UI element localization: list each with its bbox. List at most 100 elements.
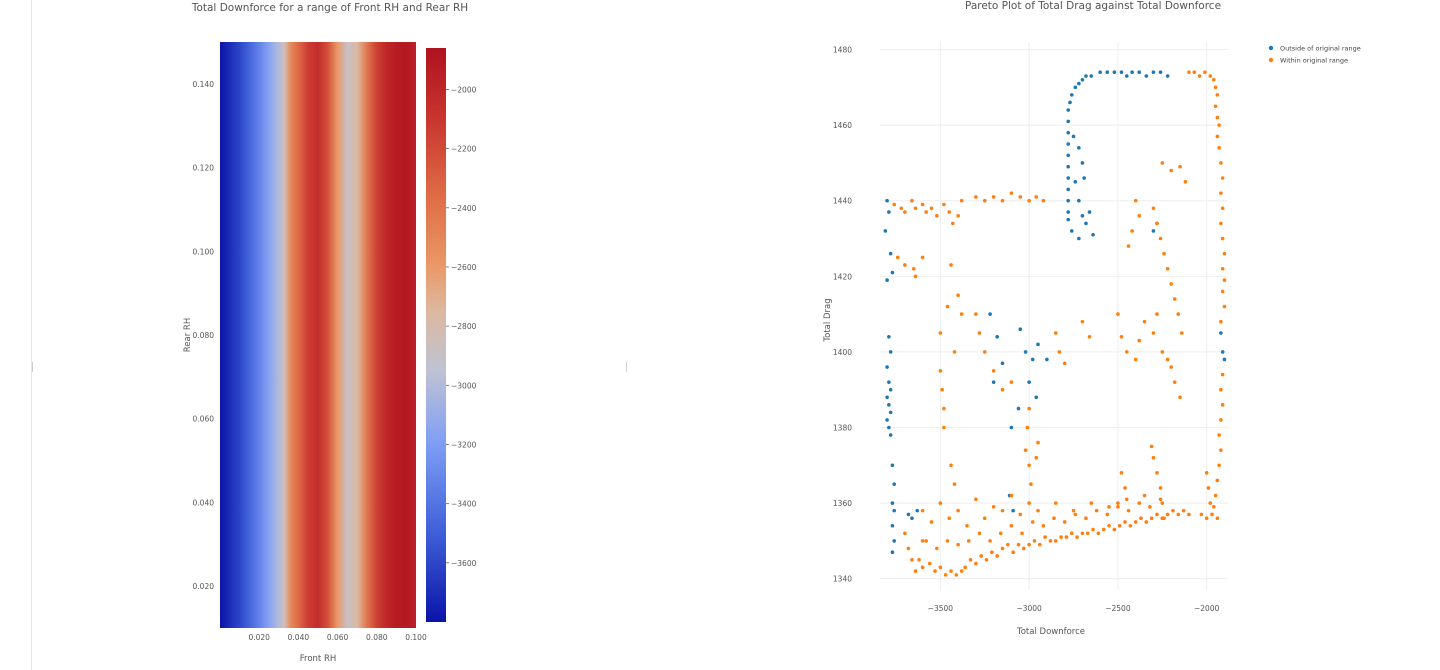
scatter-point: [1217, 146, 1221, 150]
scatter-point: [1027, 198, 1031, 203]
scatter-y-axis-label: Total Drag: [823, 298, 833, 342]
scatter-point: [974, 497, 978, 502]
scatter-point: [1041, 198, 1046, 203]
scatter-point: [991, 505, 996, 509]
scatter-point: [1126, 244, 1131, 248]
colorbar-tick-label: −2600: [451, 263, 477, 272]
scatter-point: [920, 255, 925, 260]
scatter-point: [1080, 161, 1085, 165]
scatter-point: [1064, 535, 1069, 539]
heatmap-y-tick-label: 0.120: [193, 164, 215, 173]
scatter-point: [903, 263, 907, 267]
scatter-point: [1043, 535, 1047, 539]
scatter-point: [938, 501, 943, 505]
scatter-point: [1165, 266, 1170, 271]
scatter-point: [1217, 463, 1221, 468]
scatter-point: [1219, 191, 1223, 195]
scatter-point: [892, 482, 897, 486]
scatter-point: [913, 206, 918, 211]
scatter-point: [947, 210, 952, 214]
scatter-point: [1011, 508, 1015, 513]
scatter-point: [1096, 531, 1101, 536]
scatter-point: [1123, 486, 1127, 490]
scatter-point: [1066, 164, 1071, 169]
scatter-point: [943, 573, 948, 577]
legend-entry: Within original range: [1280, 57, 1348, 65]
scatter-point: [1206, 486, 1211, 490]
scatter-point: [1066, 142, 1071, 146]
scatter-point: [1217, 433, 1221, 437]
scatter-point: [1133, 357, 1138, 362]
scatter-point: [920, 539, 925, 543]
scatter-point: [1027, 406, 1031, 411]
colorbar-tick-label: −3400: [451, 500, 477, 509]
scatter-legend: Outside of original range Within original…: [1268, 45, 1361, 65]
scatter-point: [1091, 232, 1095, 237]
scatter-point: [1124, 350, 1129, 354]
scatter-point: [1082, 176, 1086, 180]
scatter-point: [1018, 327, 1023, 332]
scatter-point: [1151, 455, 1156, 460]
scatter-point: [995, 334, 999, 339]
scatter-point: [1160, 350, 1165, 354]
scatter-point: [927, 561, 932, 566]
left-edge-tick: [32, 362, 33, 372]
scatter-point: [1091, 527, 1095, 532]
heatmap-y-tick-label: 0.100: [193, 247, 215, 256]
scatter-point: [991, 195, 996, 199]
scatter-point: [1187, 512, 1191, 517]
scatter-point: [888, 251, 893, 256]
scatter-point: [910, 557, 914, 562]
scatter-point: [956, 508, 960, 513]
colorbar-tick-label: −3200: [451, 440, 477, 449]
scatter-point: [979, 554, 984, 558]
scatter-y-tick-label: 1480: [833, 46, 852, 55]
scatter-point: [1105, 70, 1110, 75]
scatter-point: [1087, 210, 1092, 214]
heatmap-y-tick-label: 0.040: [193, 498, 215, 507]
scatter-point: [1059, 535, 1063, 539]
scatter-point: [892, 508, 897, 513]
scatter-point: [1084, 74, 1088, 78]
scatter-point: [1009, 191, 1014, 195]
scatter-point: [938, 331, 943, 335]
heatmap-x-tick-label: 0.080: [366, 633, 388, 642]
scatter-point: [1219, 319, 1223, 324]
scatter-point: [1077, 236, 1081, 241]
scatter-point: [1011, 550, 1015, 555]
scatter-point: [888, 433, 893, 437]
heatmap-y-tick-label: 0.020: [193, 582, 215, 591]
scatter-point: [1084, 516, 1088, 520]
scatter-point: [974, 195, 978, 199]
scatter-point: [915, 508, 920, 513]
scatter-point: [1211, 77, 1216, 82]
scatter-point: [1160, 501, 1165, 505]
scatter-point: [895, 255, 900, 260]
scatter-point: [1165, 512, 1170, 517]
scatter-point: [1197, 74, 1202, 78]
scatter-point: [935, 214, 939, 218]
scatter-point: [1220, 289, 1225, 294]
scatter-point: [888, 350, 893, 354]
scatter-point: [1124, 497, 1129, 502]
scatter-point: [974, 312, 978, 316]
scatter-point: [1204, 471, 1209, 475]
scatter-point: [1066, 198, 1071, 203]
scatter-point: [1069, 229, 1074, 233]
scatter-point: [1151, 229, 1156, 233]
scatter-point: [1075, 535, 1079, 539]
scatter-point: [1183, 180, 1188, 184]
scatter-point: [1020, 531, 1024, 536]
scatter-point: [1148, 505, 1152, 509]
scatter-point: [1137, 338, 1142, 343]
scatter-point: [1077, 146, 1081, 150]
scatter-point: [885, 418, 889, 422]
scatter-point: [1080, 77, 1085, 82]
scatter-point: [1089, 74, 1094, 78]
heatmap-x-tick-label: 0.040: [288, 633, 310, 642]
scatter-point: [1178, 395, 1182, 400]
scatter-point: [1144, 74, 1149, 78]
divider-tick: [626, 362, 627, 372]
scatter-point: [1210, 512, 1214, 517]
scatter-point: [1018, 512, 1023, 517]
